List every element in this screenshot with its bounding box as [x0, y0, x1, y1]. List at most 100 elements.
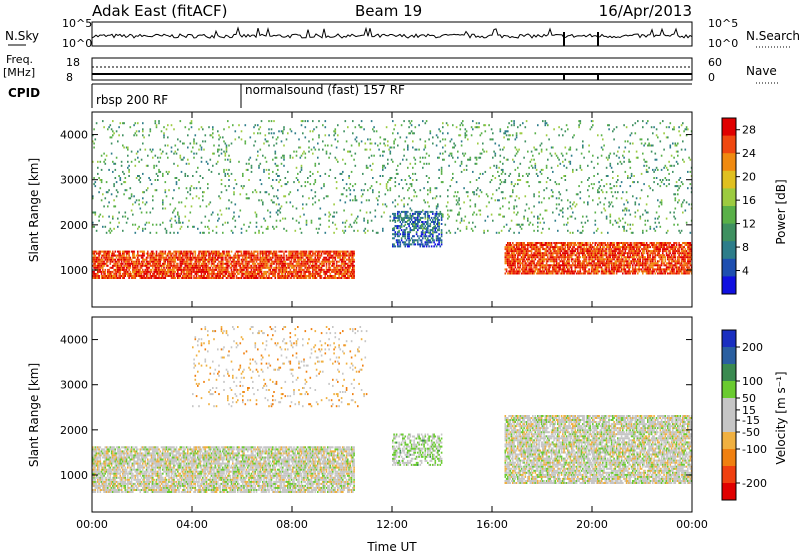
heatmap-cell [594, 268, 597, 271]
heatmap-cell [179, 268, 182, 271]
heatmap-cell [288, 250, 290, 253]
heatmap-cell [440, 239, 443, 242]
heatmap-cell [343, 254, 345, 257]
heatmap-cell [639, 262, 642, 265]
heatmap-cell [183, 266, 185, 269]
heatmap-cell [274, 256, 277, 259]
heatmap-cell [510, 254, 513, 257]
heatmap-cell [142, 254, 144, 257]
heatmap-cell [538, 252, 540, 255]
heatmap-cell [519, 244, 522, 246]
heatmap-cell [423, 223, 425, 225]
heatmap-cell [440, 233, 443, 236]
heatmap-cell [122, 262, 124, 265]
heatmap-cell [554, 250, 557, 253]
heatmap-cell [124, 275, 127, 277]
heatmap-cell [132, 223, 134, 226]
heatmap-cell [668, 242, 670, 244]
heatmap-cell [260, 266, 263, 269]
heatmap-cell [158, 268, 160, 271]
heatmap-cell [657, 254, 659, 257]
heatmap-cell [628, 272, 630, 275]
heatmap-cell [167, 258, 169, 261]
heatmap-cell [282, 275, 284, 277]
heatmap-cell [187, 260, 189, 263]
heatmap-cell [108, 256, 110, 259]
heatmap-cell [399, 227, 402, 230]
heatmap-cell [240, 254, 243, 257]
heatmap-cell [100, 256, 103, 259]
heatmap-cell [254, 277, 257, 279]
heatmap-cell [337, 252, 339, 255]
heatmap-cell [228, 272, 230, 275]
heatmap-cell [310, 264, 313, 267]
heatmap-cell [528, 254, 530, 257]
heatmap-cell [570, 272, 573, 275]
heatmap-cell [682, 272, 684, 275]
heatmap-cell [510, 258, 513, 261]
heatmap-cell [269, 272, 272, 275]
heatmap-cell [562, 248, 564, 251]
heatmap-cell [508, 270, 510, 273]
heatmap-cell [112, 270, 114, 273]
heatmap-cell [613, 272, 615, 275]
heatmap-cell [393, 212, 395, 215]
heatmap-cell [684, 258, 687, 261]
heatmap-cell [222, 268, 224, 271]
heatmap-cell [410, 214, 413, 217]
heatmap-cell [309, 270, 312, 273]
heatmap-cell [243, 252, 245, 255]
heatmap-cell [617, 266, 619, 269]
heatmap-cell [119, 270, 122, 273]
heatmap-cell [325, 252, 328, 255]
heatmap-cell [349, 262, 352, 265]
heatmap-cell [208, 277, 210, 279]
heatmap-cell [648, 246, 650, 249]
heatmap-cell [527, 258, 529, 261]
cpid-label: CPID [8, 86, 40, 100]
heatmap-cell [279, 266, 282, 269]
heatmap-cell [645, 272, 648, 275]
heatmap-cell [565, 266, 568, 269]
heatmap-cell [543, 258, 545, 261]
heatmap-cell [562, 266, 564, 269]
heatmap-cell [322, 250, 324, 253]
heatmap-cell [312, 270, 314, 273]
heatmap-cell [415, 223, 418, 225]
heatmap-cell [625, 248, 628, 251]
heatmap-cell [653, 248, 655, 251]
heatmap-cell [430, 210, 433, 213]
heatmap-cell [352, 252, 354, 255]
heatmap-cell [175, 264, 178, 267]
heatmap-cell [665, 250, 668, 253]
heatmap-cell [260, 277, 263, 279]
heatmap-cell [662, 254, 664, 257]
heatmap-cell [585, 260, 588, 263]
heatmap-cell [509, 270, 512, 273]
heatmap-cell [118, 264, 120, 267]
heatmap-cell [645, 262, 648, 265]
heatmap-cell [324, 250, 327, 253]
heatmap-cell [414, 243, 417, 246]
heatmap-cell [323, 260, 325, 263]
heatmap-cell [665, 262, 668, 265]
heatmap-cell [348, 258, 350, 261]
heatmap-cell [274, 270, 277, 273]
heatmap-cell [523, 272, 525, 275]
heatmap-cell [233, 262, 235, 265]
heatmap-cell [328, 264, 330, 267]
heatmap-cell [105, 260, 108, 263]
heatmap-cell [643, 264, 645, 267]
heatmap-cell [535, 248, 538, 251]
heatmap-cell [520, 252, 523, 255]
heatmap-cell [249, 264, 252, 267]
heatmap-cell [668, 244, 670, 246]
heatmap-cell [234, 254, 237, 257]
heatmap-cell [428, 216, 430, 219]
heatmap-cell [542, 270, 544, 273]
heatmap-cell [407, 231, 409, 234]
heatmap-cell [133, 262, 135, 265]
heatmap-cell [164, 250, 167, 253]
heatmap-cell [397, 210, 399, 213]
